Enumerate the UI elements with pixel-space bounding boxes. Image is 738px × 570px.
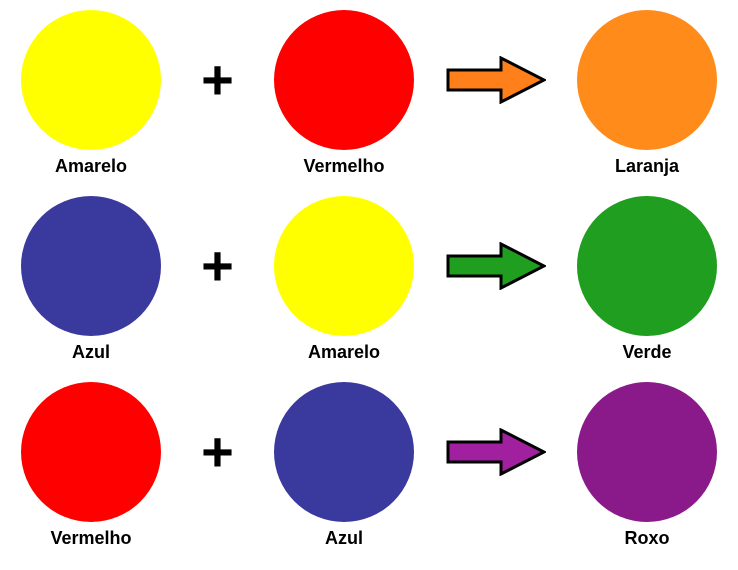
arrow-right-icon: [446, 242, 546, 290]
mix-row-1: Amarelo + Vermelho Laranja: [16, 10, 722, 190]
color-label: Amarelo: [308, 342, 380, 363]
color-circle: [21, 196, 161, 336]
color-circle: [274, 10, 414, 150]
plus-cell: +: [188, 10, 248, 150]
color-circle: [21, 382, 161, 522]
color-label: Laranja: [615, 156, 679, 177]
arrow-right-icon: [446, 56, 546, 104]
color-circle: [577, 382, 717, 522]
color-cell-right: Amarelo: [269, 196, 419, 363]
arrow-right-icon: [446, 428, 546, 476]
color-cell-result: Laranja: [572, 10, 722, 177]
color-circle: [274, 382, 414, 522]
color-cell-left: Azul: [16, 196, 166, 363]
color-label: Amarelo: [55, 156, 127, 177]
color-circle: [21, 10, 161, 150]
color-cell-right: Vermelho: [269, 10, 419, 177]
color-label: Vermelho: [303, 156, 384, 177]
plus-cell: +: [188, 196, 248, 336]
arrow-cell: [441, 10, 551, 150]
mix-row-3: Vermelho + Azul Roxo: [16, 382, 722, 562]
color-cell-result: Roxo: [572, 382, 722, 549]
color-cell-left: Amarelo: [16, 10, 166, 177]
color-label: Vermelho: [50, 528, 131, 549]
color-label: Azul: [72, 342, 110, 363]
plus-icon: +: [201, 52, 234, 108]
color-label: Verde: [622, 342, 671, 363]
color-label: Roxo: [625, 528, 670, 549]
arrow-cell: [441, 382, 551, 522]
plus-icon: +: [201, 424, 234, 480]
mix-row-2: Azul + Amarelo Verde: [16, 196, 722, 376]
plus-icon: +: [201, 238, 234, 294]
color-circle: [577, 196, 717, 336]
color-cell-right: Azul: [269, 382, 419, 549]
color-cell-result: Verde: [572, 196, 722, 363]
arrow-cell: [441, 196, 551, 336]
color-circle: [577, 10, 717, 150]
color-label: Azul: [325, 528, 363, 549]
color-cell-left: Vermelho: [16, 382, 166, 549]
plus-cell: +: [188, 382, 248, 522]
color-circle: [274, 196, 414, 336]
